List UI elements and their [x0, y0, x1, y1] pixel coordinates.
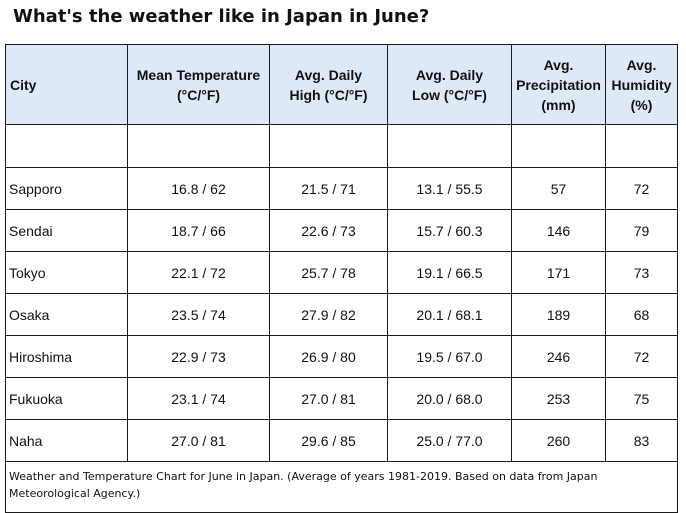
page-title: What's the weather like in Japan in June…	[13, 6, 430, 27]
spacer-cell	[387, 124, 512, 168]
avg-high-cell: 26.9 / 80	[269, 335, 388, 378]
avg-low-cell: 19.5 / 67.0	[387, 335, 512, 378]
table-row: Sendai 18.7 / 66 22.6 / 73 15.7 / 60.3 146 79	[5, 209, 678, 252]
mean-temperature-cell: 27.0 / 81	[127, 419, 270, 462]
precipitation-cell: 253	[511, 377, 606, 420]
city-cell: Tokyo	[5, 251, 128, 294]
precipitation-cell: 171	[511, 251, 606, 294]
avg-low-cell: 25.0 / 77.0	[387, 419, 512, 462]
mean-temperature-cell: 22.1 / 72	[127, 251, 270, 294]
humidity-cell: 72	[605, 167, 678, 210]
weather-table: City Mean Temperature (°C/°F) Avg. Daily Hig…	[5, 44, 678, 513]
avg-high-cell: 27.0 / 81	[269, 377, 388, 420]
mean-temperature-cell: 18.7 / 66	[127, 209, 270, 252]
precipitation-cell: 57	[511, 167, 606, 210]
mean-temperature-cell: 23.5 / 74	[127, 293, 270, 336]
city-cell: Sendai	[5, 209, 128, 252]
spacer-cell	[5, 124, 128, 168]
spacer-cell	[511, 124, 606, 168]
humidity-cell: 75	[605, 377, 678, 420]
footnote: Weather and Temperature Chart for June i…	[5, 461, 678, 513]
header-avg-precipitation: Avg. Precipitation (mm)	[511, 44, 606, 125]
precipitation-cell: 146	[511, 209, 606, 252]
precipitation-cell: 246	[511, 335, 606, 378]
header-avg-daily-low: Avg. Daily Low (°C/°F)	[387, 44, 512, 125]
table-row: Fukuoka 23.1 / 74 27.0 / 81 20.0 / 68.0 253 7…	[5, 377, 678, 420]
mean-temperature-cell: 16.8 / 62	[127, 167, 270, 210]
humidity-cell: 68	[605, 293, 678, 336]
header-avg-daily-high: Avg. Daily High (°C/°F)	[269, 44, 388, 125]
avg-low-cell: 20.0 / 68.0	[387, 377, 512, 420]
avg-high-cell: 22.6 / 73	[269, 209, 388, 252]
humidity-cell: 72	[605, 335, 678, 378]
avg-high-cell: 27.9 / 82	[269, 293, 388, 336]
table-row: Hiroshima 22.9 / 73 26.9 / 80 19.5 / 67.0 24…	[5, 335, 678, 378]
table-row: Sapporo 16.8 / 62 21.5 / 71 13.1 / 55.5 57 72	[5, 167, 678, 210]
precipitation-cell: 189	[511, 293, 606, 336]
precipitation-cell: 260	[511, 419, 606, 462]
spacer-cell	[127, 124, 270, 168]
city-cell: Fukuoka	[5, 377, 128, 420]
humidity-cell: 83	[605, 419, 678, 462]
avg-high-cell: 29.6 / 85	[269, 419, 388, 462]
table-row: Tokyo 22.1 / 72 25.7 / 78 19.1 / 66.5 171 73	[5, 251, 678, 294]
city-cell: Hiroshima	[5, 335, 128, 378]
avg-low-cell: 19.1 / 66.5	[387, 251, 512, 294]
spacer-cell	[605, 124, 678, 168]
avg-low-cell: 20.1 / 68.1	[387, 293, 512, 336]
avg-high-cell: 25.7 / 78	[269, 251, 388, 294]
header-spacer-row	[5, 124, 678, 168]
avg-low-cell: 13.1 / 55.5	[387, 167, 512, 210]
city-cell: Osaka	[5, 293, 128, 336]
header-city: City	[5, 44, 128, 125]
mean-temperature-cell: 22.9 / 73	[127, 335, 270, 378]
header-mean-temperature: Mean Temperature (°C/°F)	[127, 44, 270, 125]
header-avg-humidity: Avg. Humidity (%)	[605, 44, 678, 125]
mean-temperature-cell: 23.1 / 74	[127, 377, 270, 420]
avg-low-cell: 15.7 / 60.3	[387, 209, 512, 252]
table-row: Osaka 23.5 / 74 27.9 / 82 20.1 / 68.1 189 68	[5, 293, 678, 336]
humidity-cell: 79	[605, 209, 678, 252]
header-row: City Mean Temperature (°C/°F) Avg. Daily Hig…	[5, 44, 678, 125]
humidity-cell: 73	[605, 251, 678, 294]
spacer-cell	[269, 124, 388, 168]
table-row: Naha 27.0 / 81 29.6 / 85 25.0 / 77.0 260 83	[5, 419, 678, 462]
city-cell: Naha	[5, 419, 128, 462]
avg-high-cell: 21.5 / 71	[269, 167, 388, 210]
city-cell: Sapporo	[5, 167, 128, 210]
